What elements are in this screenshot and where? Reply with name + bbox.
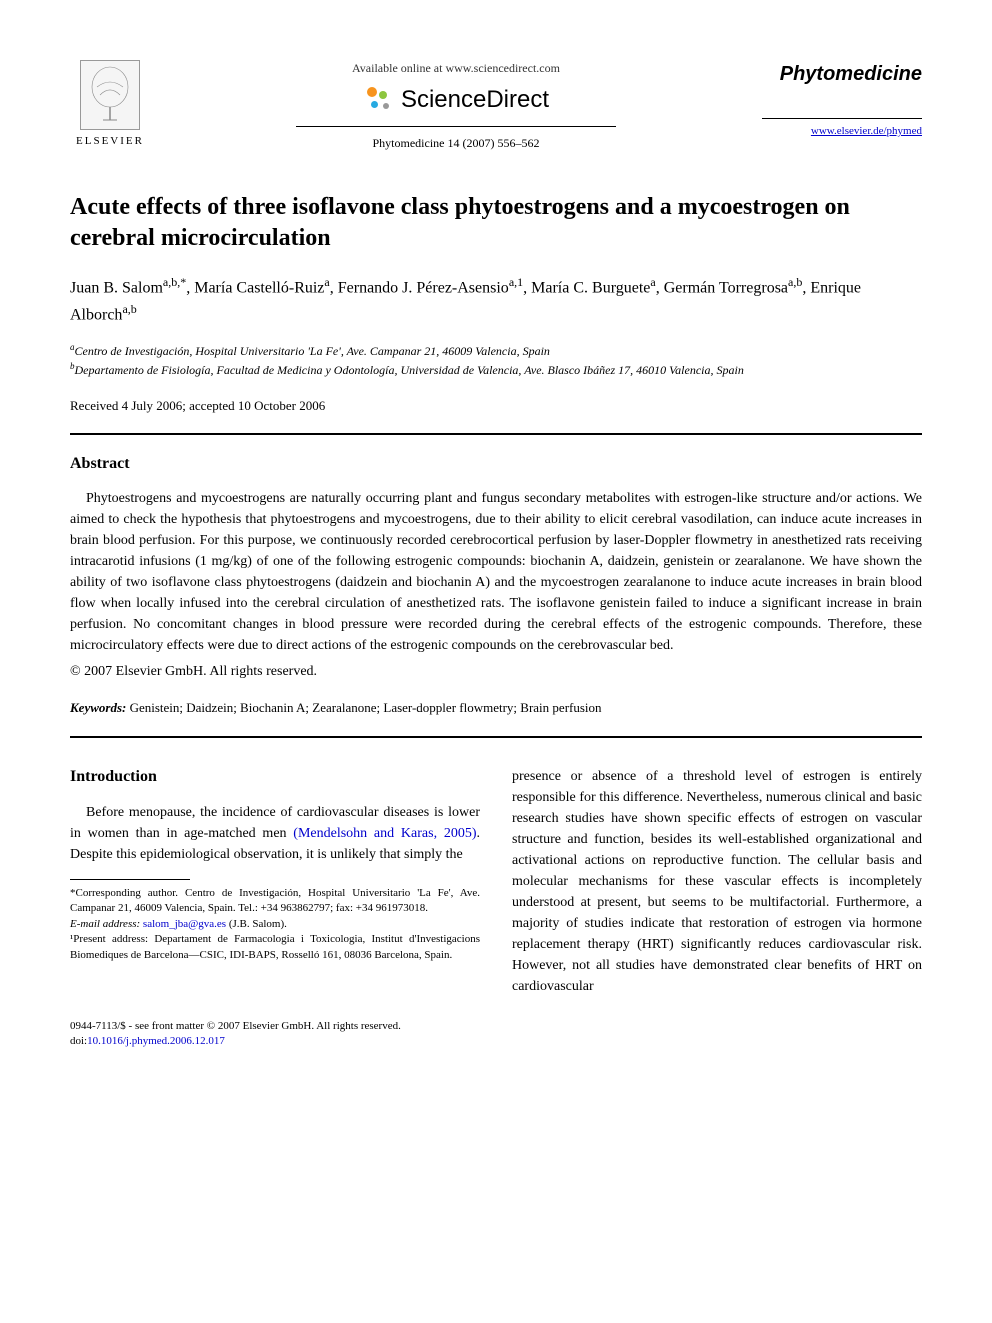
journal-rule (762, 118, 922, 119)
body-columns: Introduction Before menopause, the incid… (70, 766, 922, 997)
present-address-footnote: ¹Present address: Departament de Farmaco… (70, 932, 480, 963)
center-header: Available online at www.sciencedirect.co… (150, 60, 762, 152)
sciencedirect-logo: ScienceDirect (150, 83, 762, 117)
available-online-text: Available online at www.sciencedirect.co… (150, 60, 762, 77)
doi-link[interactable]: 10.1016/j.phymed.2006.12.017 (87, 1035, 225, 1047)
article-dates: Received 4 July 2006; accepted 10 Octobe… (70, 397, 922, 415)
journal-url-link[interactable]: www.elsevier.de/phymed (811, 125, 922, 137)
sciencedirect-text: ScienceDirect (401, 83, 549, 117)
email-footnote: E-mail address: salom_jba@gva.es (J.B. S… (70, 917, 480, 932)
affiliation-a-text: Centro de Investigación, Hospital Univer… (75, 344, 550, 358)
present-label: ¹Present address: (70, 933, 148, 945)
affiliation-a: aCentro de Investigación, Hospital Unive… (70, 341, 922, 360)
header-rule (296, 126, 616, 127)
footnote-separator (70, 879, 190, 880)
journal-name: Phytomedicine (762, 60, 922, 88)
journal-logo-block: Phytomedicine www.elsevier.de/phymed (762, 60, 922, 141)
elsevier-tree-icon (80, 60, 140, 130)
corr-label: *Corresponding author. (70, 887, 185, 899)
email-name: (J.B. Salom). (229, 918, 287, 930)
header-row: ELSEVIER Available online at www.science… (70, 60, 922, 152)
email-label: E-mail address: (70, 918, 140, 930)
sciencedirect-icon (363, 85, 393, 115)
doi-label: doi: (70, 1035, 87, 1047)
keywords-label: Keywords: (70, 700, 126, 715)
intro-paragraph-left: Before menopause, the incidence of cardi… (70, 802, 480, 865)
abstract-heading: Abstract (70, 453, 922, 475)
footer-doi: doi:10.1016/j.phymed.2006.12.017 (70, 1034, 922, 1049)
affiliations: aCentro de Investigación, Hospital Unive… (70, 341, 922, 379)
email-link[interactable]: salom_jba@gva.es (143, 918, 226, 930)
footer-copyright: 0944-7113/$ - see front matter © 2007 El… (70, 1019, 922, 1034)
authors-list: Juan B. Saloma,b,*, María Castelló-Ruiza… (70, 273, 922, 328)
page-footer: 0944-7113/$ - see front matter © 2007 El… (70, 1019, 922, 1050)
article-title: Acute effects of three isoflavone class … (70, 192, 922, 254)
keywords-text: Genistein; Daidzein; Biochanin A; Zearal… (130, 700, 602, 715)
abstract-rule-bottom (70, 736, 922, 738)
affiliation-b-text: Departamento de Fisiología, Facultad de … (75, 363, 744, 377)
right-column: presence or absence of a threshold level… (512, 766, 922, 997)
journal-page: ELSEVIER Available online at www.science… (0, 0, 992, 1089)
abstract-copyright: © 2007 Elsevier GmbH. All rights reserve… (70, 662, 922, 682)
affiliation-b: bDepartamento de Fisiología, Facultad de… (70, 360, 922, 379)
publisher-logo: ELSEVIER (70, 60, 150, 149)
introduction-heading: Introduction (70, 766, 480, 788)
intro-paragraph-right: presence or absence of a threshold level… (512, 766, 922, 997)
citation-link[interactable]: (Mendelsohn and Karas, 2005) (293, 826, 476, 841)
corresponding-author-footnote: *Corresponding author. Centro de Investi… (70, 886, 480, 917)
keywords-line: Keywords: Genistein; Daidzein; Biochanin… (70, 699, 922, 717)
abstract-text: Phytoestrogens and mycoestrogens are nat… (70, 488, 922, 656)
publisher-name: ELSEVIER (76, 134, 144, 149)
left-column: Introduction Before menopause, the incid… (70, 766, 480, 997)
abstract-rule-top (70, 433, 922, 435)
citation-line: Phytomedicine 14 (2007) 556–562 (150, 135, 762, 152)
